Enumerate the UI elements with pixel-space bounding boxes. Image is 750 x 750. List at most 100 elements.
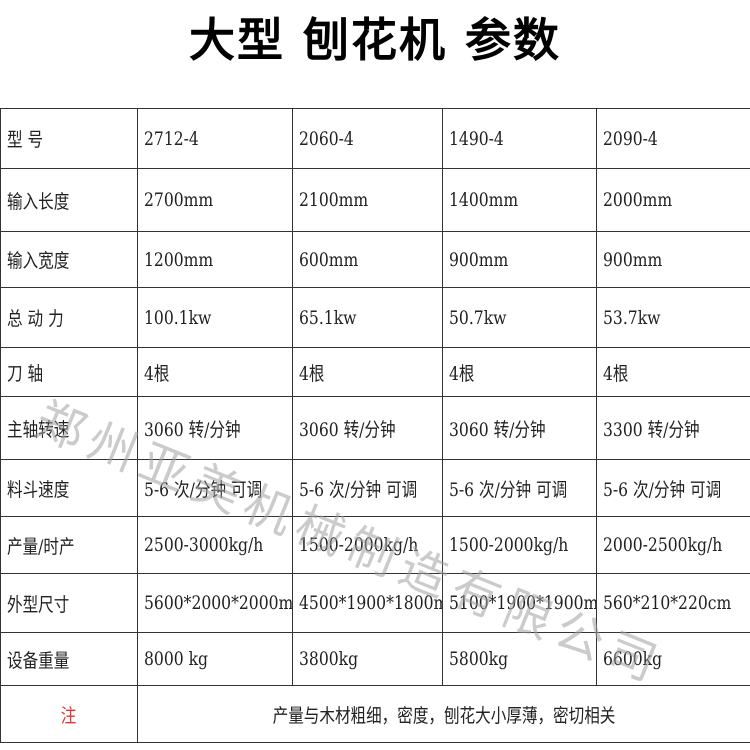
- spec-value: 600mm: [299, 248, 359, 271]
- spec-value: 5-6 次/分钟 可调: [449, 478, 568, 501]
- row-label: 总 动 力: [7, 308, 64, 330]
- spec-row: 主轴转速 3060 转/分钟 3060 转/分钟 3060 转/分钟 3300 转/分钟: [0, 396, 750, 460]
- spec-value-cell: 5-6 次/分钟 可调: [442, 459, 597, 517]
- spec-value-cell: 6600kg: [596, 632, 750, 686]
- spec-row: 料斗速度 5-6 次/分钟 可调 5-6 次/分钟 可调 5-6 次/分钟 可调 5-6…: [0, 459, 750, 517]
- spec-value-cell: 2060-4: [292, 108, 443, 169]
- spec-row: 输入宽度 1200mm 600mm 900mm 900mm: [0, 231, 750, 288]
- spec-value-cell: 4500*1900*1800mm: [292, 573, 443, 633]
- row-label-cell: 刀 轴: [0, 347, 138, 397]
- spec-value: 5-6 次/分钟 可调: [299, 478, 418, 501]
- spec-value: 4根: [144, 362, 170, 385]
- spec-row: 外型尺寸 5600*2000*2000mm 4500*1900*1800mm 5100…: [0, 573, 750, 633]
- spec-value-cell: 4根: [596, 347, 750, 397]
- row-label-cell: 型 号: [0, 108, 138, 169]
- spec-value-cell: 4根: [137, 347, 293, 397]
- row-label: 设备重量: [7, 649, 70, 672]
- spec-value-cell: 900mm: [442, 231, 597, 288]
- spec-value-cell: 4根: [442, 347, 597, 397]
- spec-value: 1200mm: [144, 248, 214, 271]
- spec-value: 8000 kg: [144, 648, 209, 670]
- spec-value: 5600*2000*2000mm: [144, 592, 293, 614]
- spec-value: 4根: [603, 362, 629, 385]
- row-label: 刀 轴: [7, 362, 44, 385]
- spec-value-cell: 2000-2500kg/h: [596, 516, 750, 574]
- spec-value-cell: 3300 转/分钟: [596, 396, 750, 460]
- spec-value: 2712-4: [144, 127, 199, 150]
- spec-value: 3300 转/分钟: [603, 418, 700, 441]
- row-label: 外型尺寸: [7, 593, 70, 616]
- note-label-cell: 注: [0, 685, 138, 743]
- spec-value-cell: 1490-4: [442, 108, 597, 169]
- spec-value: 4根: [299, 362, 325, 385]
- note-row: 注 产量与木材粗细，密度，刨花大小厚薄，密切相关: [0, 685, 750, 743]
- spec-value: 1490-4: [449, 127, 504, 150]
- page-title: 大型 刨花机 参数: [188, 13, 562, 67]
- row-label: 输入宽度: [7, 250, 70, 272]
- spec-value-cell: 65.1kw: [292, 287, 443, 348]
- row-label-cell: 输入宽度: [0, 231, 138, 288]
- spec-value-cell: 5600*2000*2000mm: [137, 573, 293, 633]
- spec-value-cell: 1500-2000kg/h: [292, 516, 443, 574]
- row-label-cell: 输入长度: [0, 168, 138, 232]
- spec-value-cell: 2090-4: [596, 108, 750, 169]
- spec-value: 2060-4: [299, 127, 354, 150]
- spec-value: 2000mm: [603, 189, 673, 211]
- spec-value: 53.7kw: [603, 306, 661, 329]
- spec-value: 50.7kw: [449, 306, 507, 329]
- spec-value: 4根: [449, 362, 475, 385]
- spec-value: 5800kg: [449, 648, 509, 670]
- row-label-cell: 主轴转速: [0, 396, 138, 460]
- spec-value-cell: 3800kg: [292, 632, 443, 686]
- spec-value-cell: 600mm: [292, 231, 443, 288]
- spec-value-cell: 900mm: [596, 231, 750, 288]
- spec-value-cell: 1200mm: [137, 231, 293, 288]
- spec-value: 2500-3000kg/h: [144, 534, 264, 556]
- spec-value-cell: 3060 转/分钟: [442, 396, 597, 460]
- row-label-cell: 料斗速度: [0, 459, 138, 517]
- spec-value-cell: 4根: [292, 347, 443, 397]
- spec-value: 3800kg: [299, 648, 359, 670]
- spec-row: 输入长度 2700mm 2100mm 1400mm 2000mm: [0, 168, 750, 232]
- spec-value-cell: 2700mm: [137, 168, 293, 232]
- spec-value: 4500*1900*1800mm: [299, 592, 442, 614]
- spec-value: 2000-2500kg/h: [603, 534, 723, 556]
- spec-value-cell: 1500-2000kg/h: [442, 516, 597, 574]
- spec-value-cell: 2712-4: [137, 108, 293, 169]
- spec-value-cell: 8000 kg: [137, 632, 293, 686]
- spec-value: 3060 转/分钟: [299, 418, 396, 441]
- spec-value: 1500-2000kg/h: [449, 534, 569, 556]
- spec-row: 型 号 2712-4 2060-4 1490-4 2090-4: [0, 108, 750, 169]
- spec-value: 5-6 次/分钟 可调: [603, 478, 722, 501]
- spec-value-cell: 2000mm: [596, 168, 750, 232]
- spec-row: 产量/时产 2500-3000kg/h 1500-2000kg/h 1500-2000…: [0, 516, 750, 574]
- spec-value: 1400mm: [449, 189, 519, 211]
- row-label: 产量/时产: [7, 535, 75, 558]
- spec-value-cell: 5-6 次/分钟 可调: [292, 459, 443, 517]
- note-text-cell: 产量与木材粗细，密度，刨花大小厚薄，密切相关: [137, 685, 750, 743]
- row-label-cell: 总 动 力: [0, 287, 138, 348]
- spec-value: 5100*1900*1900mm: [449, 592, 596, 614]
- row-label-cell: 设备重量: [0, 632, 138, 686]
- spec-value-cell: 3060 转/分钟: [292, 396, 443, 460]
- spec-value-cell: 2100mm: [292, 168, 443, 232]
- spec-value: 1500-2000kg/h: [299, 534, 419, 556]
- spec-row: 总 动 力 100.1kw 65.1kw 50.7kw 53.7kw: [0, 287, 750, 348]
- row-label-cell: 外型尺寸: [0, 573, 138, 633]
- spec-row: 刀 轴 4根 4根 4根 4根: [0, 347, 750, 397]
- row-label: 型 号: [7, 129, 44, 151]
- spec-value: 5-6 次/分钟 可调: [144, 478, 263, 501]
- row-label: 主轴转速: [7, 418, 70, 441]
- spec-value: 65.1kw: [299, 306, 357, 329]
- spec-value: 900mm: [603, 248, 663, 271]
- spec-value-cell: 50.7kw: [442, 287, 597, 348]
- spec-value-cell: 5800kg: [442, 632, 597, 686]
- spec-value-cell: 5-6 次/分钟 可调: [596, 459, 750, 517]
- row-label: 料斗速度: [7, 478, 70, 501]
- spec-value-cell: 100.1kw: [137, 287, 293, 348]
- spec-value-cell: 5-6 次/分钟 可调: [137, 459, 293, 517]
- spec-value: 3060 转/分钟: [449, 418, 546, 441]
- spec-value-cell: 53.7kw: [596, 287, 750, 348]
- spec-value: 900mm: [449, 248, 509, 271]
- spec-value-cell: 3060 转/分钟: [137, 396, 293, 460]
